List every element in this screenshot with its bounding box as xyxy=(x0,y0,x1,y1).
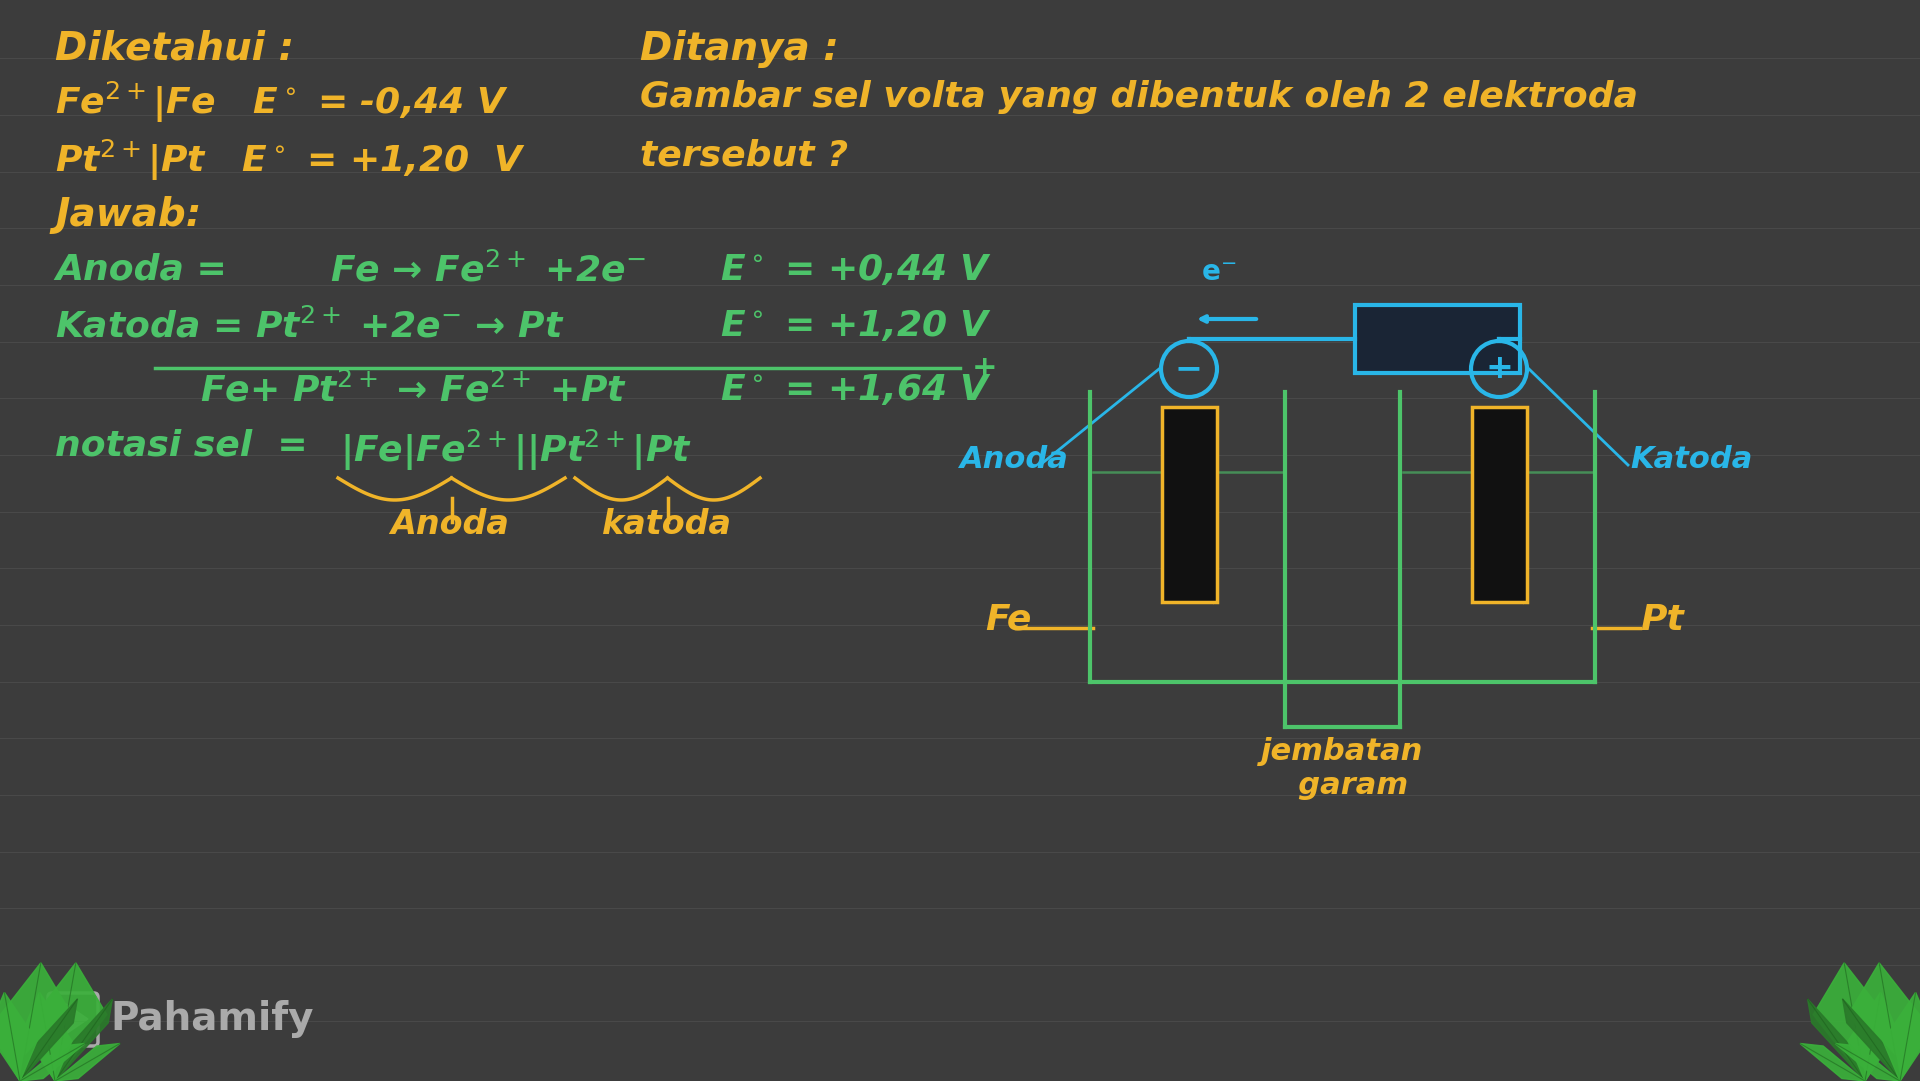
Text: −: − xyxy=(1175,352,1204,386)
Text: Pt$^{2+}$|Pt   E$^\circ$ = +1,20  V: Pt$^{2+}$|Pt E$^\circ$ = +1,20 V xyxy=(56,138,526,183)
Polygon shape xyxy=(23,992,73,1081)
Text: Fe: Fe xyxy=(985,603,1031,637)
Text: |Fe|Fe$^{2+}$||Pt$^{2+}$|Pt: |Fe|Fe$^{2+}$||Pt$^{2+}$|Pt xyxy=(340,428,691,473)
Polygon shape xyxy=(1843,999,1901,1081)
Polygon shape xyxy=(1884,992,1920,1081)
Text: Diketahui :: Diketahui : xyxy=(56,30,294,68)
Text: Katoda = Pt$^{2+}$ +2e$^{-}$ → Pt: Katoda = Pt$^{2+}$ +2e$^{-}$ → Pt xyxy=(56,308,564,344)
Text: tersebut ?: tersebut ? xyxy=(639,138,849,172)
Polygon shape xyxy=(60,1000,88,1038)
Polygon shape xyxy=(0,963,71,1081)
Bar xyxy=(1473,408,1526,602)
Bar xyxy=(1162,408,1217,602)
Polygon shape xyxy=(0,992,36,1081)
Text: e$^{-}$: e$^{-}$ xyxy=(1202,259,1236,286)
Polygon shape xyxy=(56,1043,119,1081)
Bar xyxy=(1356,305,1521,373)
Text: E$^\circ$ = +1,20 V: E$^\circ$ = +1,20 V xyxy=(720,308,991,343)
Polygon shape xyxy=(1847,992,1897,1081)
Text: Anoda: Anoda xyxy=(960,445,1069,475)
Polygon shape xyxy=(25,963,108,1081)
Text: +: + xyxy=(972,353,998,383)
Text: katoda: katoda xyxy=(603,508,732,540)
Polygon shape xyxy=(56,999,113,1081)
Text: Anoda: Anoda xyxy=(390,508,509,540)
Polygon shape xyxy=(19,1043,84,1081)
Text: jembatan
  garam: jembatan garam xyxy=(1261,737,1425,800)
Text: Pahamify: Pahamify xyxy=(109,1000,313,1038)
Polygon shape xyxy=(1836,1043,1901,1081)
Polygon shape xyxy=(1807,999,1864,1081)
Text: Jawab:: Jawab: xyxy=(56,196,202,233)
Text: Pt: Pt xyxy=(1640,603,1684,637)
Text: E$^\circ$ = +0,44 V: E$^\circ$ = +0,44 V xyxy=(720,252,991,286)
Text: notasi sel  =: notasi sel = xyxy=(56,428,307,462)
Text: Katoda: Katoda xyxy=(1630,445,1753,475)
Text: E$^\circ$ = +1,64 V: E$^\circ$ = +1,64 V xyxy=(720,372,991,408)
Text: +1,64 V: +1,64 V xyxy=(1386,326,1490,351)
Polygon shape xyxy=(19,999,77,1081)
Text: Fe → Fe$^{2+}$ +2e$^{-}$: Fe → Fe$^{2+}$ +2e$^{-}$ xyxy=(330,252,645,289)
Text: Ditanya :: Ditanya : xyxy=(639,30,839,68)
Polygon shape xyxy=(1849,963,1920,1081)
Text: Gambar sel volta yang dibentuk oleh 2 elektroda: Gambar sel volta yang dibentuk oleh 2 el… xyxy=(639,80,1638,114)
Text: Fe+ Pt$^{2+}$ → Fe$^{2+}$ +Pt: Fe+ Pt$^{2+}$ → Fe$^{2+}$ +Pt xyxy=(200,372,628,409)
Text: +: + xyxy=(1484,352,1513,386)
Polygon shape xyxy=(1812,963,1895,1081)
Polygon shape xyxy=(1801,1043,1864,1081)
Text: Fe$^{2+}$|Fe   E$^\circ$ = -0,44 V: Fe$^{2+}$|Fe E$^\circ$ = -0,44 V xyxy=(56,80,509,125)
Text: Anoda =: Anoda = xyxy=(56,252,227,286)
